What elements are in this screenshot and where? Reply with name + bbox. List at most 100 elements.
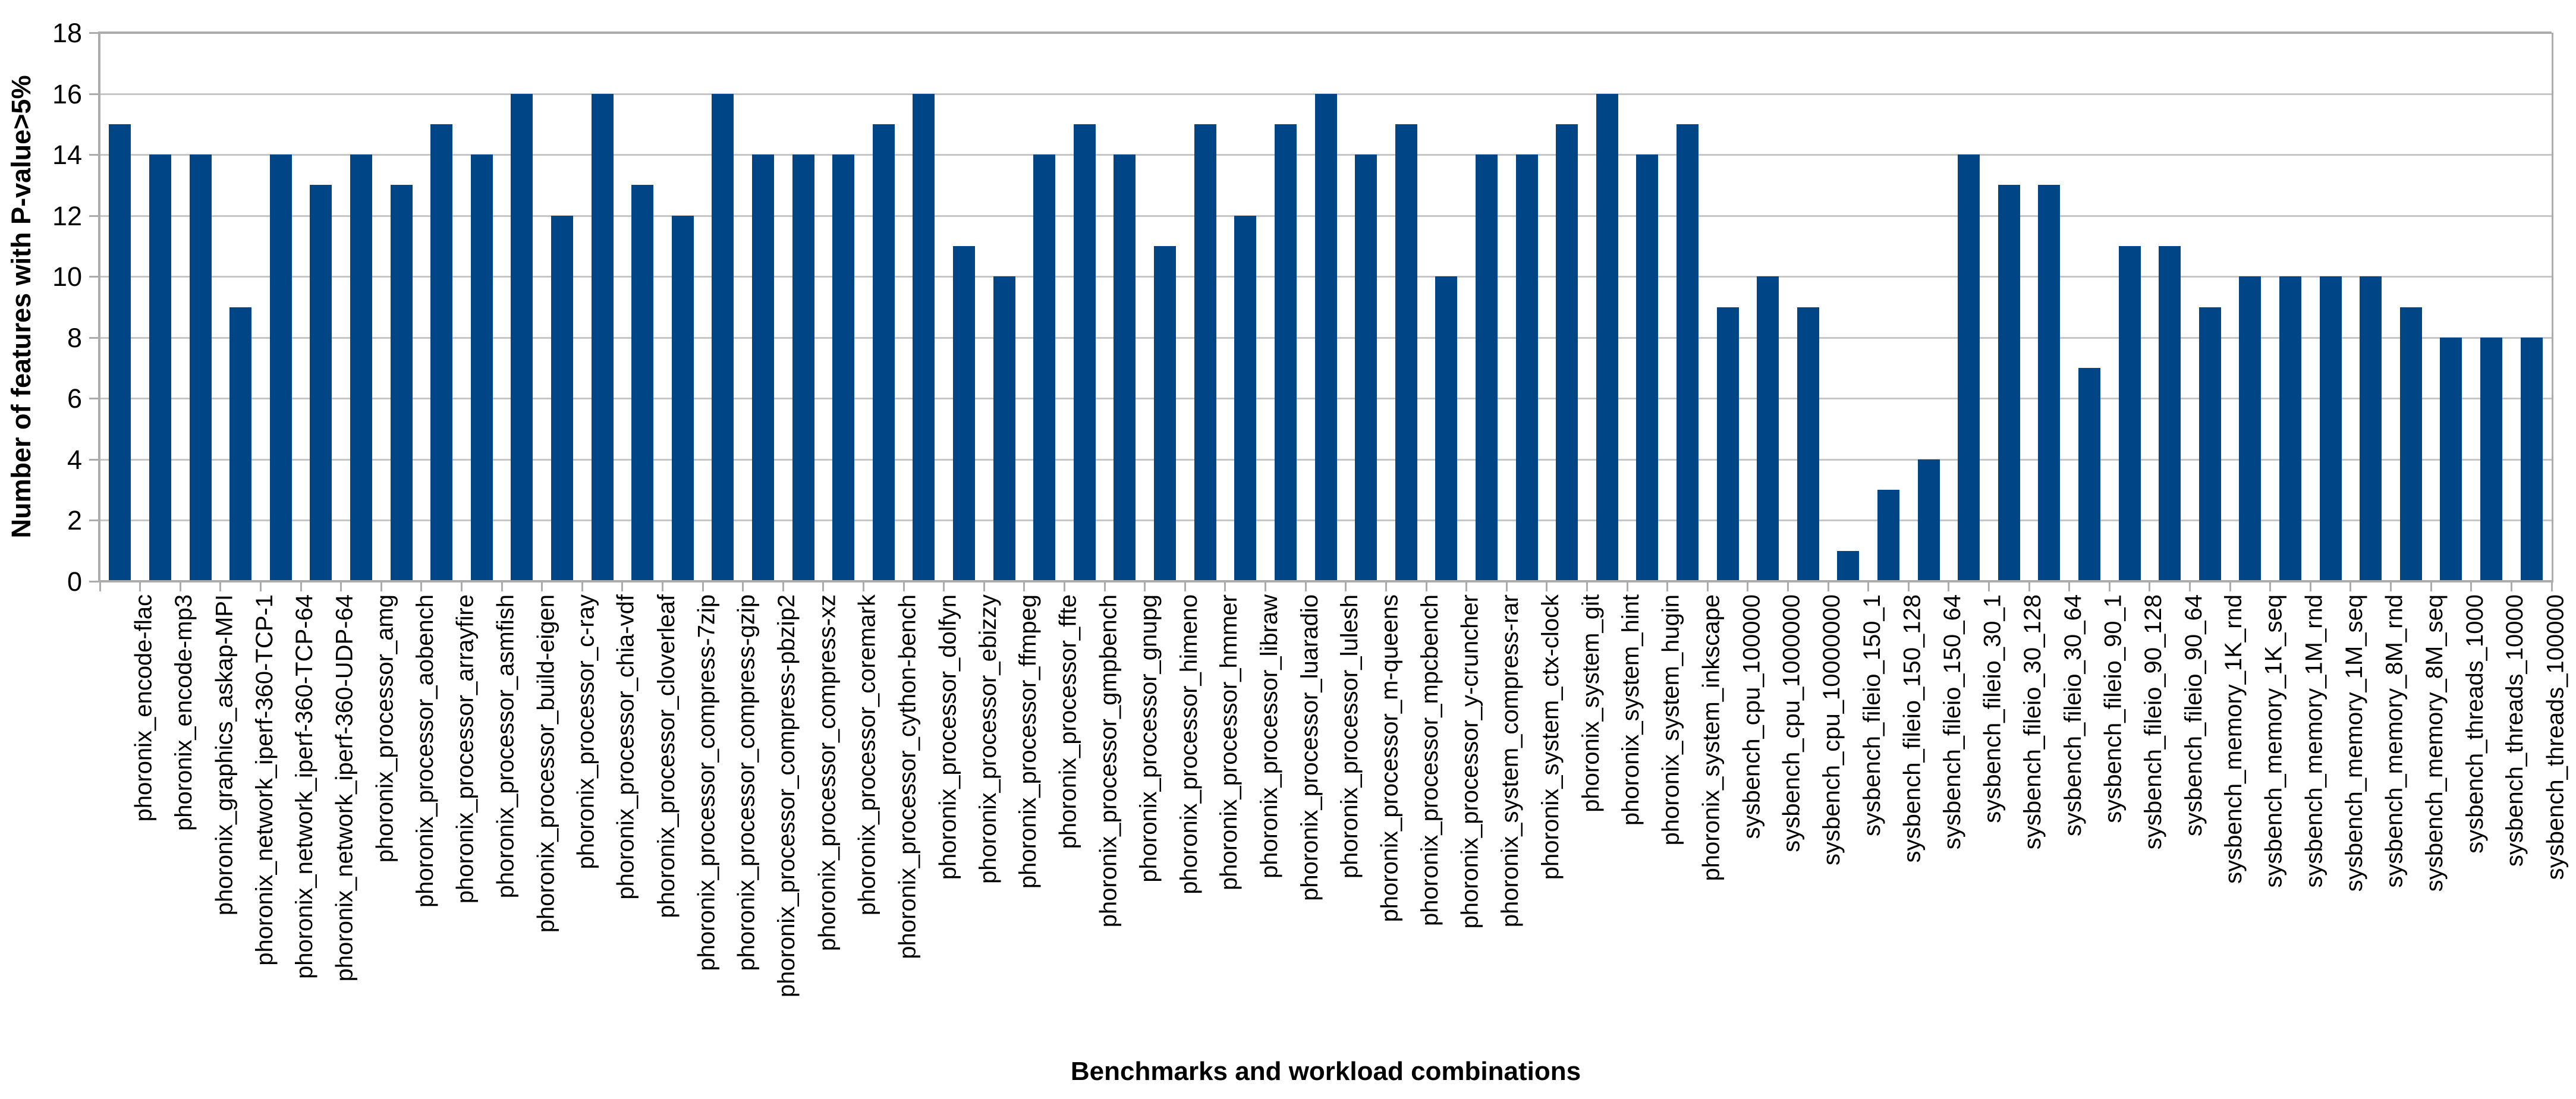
bar (1073, 124, 1096, 581)
bar (511, 93, 533, 581)
x-category-label: phoronix_processor_gnupg (1135, 594, 1162, 883)
x-axis-tick (2349, 581, 2352, 591)
x-axis-tick (1304, 581, 1307, 591)
x-category-label: phoronix_processor_libraw (1256, 594, 1282, 879)
x-category-label: sysbench_cpu_10000000 (1819, 594, 1845, 865)
bar (953, 245, 976, 581)
x-category-label: phoronix_processor_compress-xz (814, 594, 841, 952)
bar (350, 155, 372, 581)
x-category-label: phoronix_processor_luaradio (1296, 594, 1323, 901)
x-axis-tick (1385, 581, 1387, 591)
x-axis-tick (1626, 581, 1628, 591)
bar (832, 155, 855, 581)
x-category-label: phoronix_processor_ffmpeg (1015, 594, 1042, 889)
x-axis-tick (1907, 581, 1910, 591)
bar (1114, 155, 1136, 581)
bar (792, 155, 814, 581)
bar (2198, 307, 2221, 581)
x-category-label: phoronix_processor_gmpbench (1095, 594, 1122, 928)
x-axis-tick (420, 581, 423, 591)
bar (1998, 185, 2020, 581)
x-category-label: phoronix_system_compress-rar (1497, 594, 1524, 928)
y-tick-label: 6 (67, 383, 82, 414)
x-axis-tick (581, 581, 583, 591)
y-tick-label: 10 (52, 262, 82, 292)
x-axis-tick (782, 581, 784, 591)
bar (1274, 124, 1297, 581)
x-category-label: phoronix_network_iperf-360-TCP-1 (251, 594, 278, 966)
y-axis-tick (89, 458, 100, 461)
x-axis-tick (99, 581, 101, 591)
y-axis-tick (89, 93, 100, 95)
x-axis-tick (340, 581, 342, 591)
x-axis-tick (1666, 581, 1669, 591)
bar (2520, 337, 2543, 581)
x-category-label: phoronix_processor_arrayfire (452, 594, 479, 904)
x-category-label: phoronix_system_inkscape (1698, 594, 1725, 881)
bar (1877, 490, 1899, 581)
x-axis-tick (2269, 581, 2272, 591)
x-category-label: sysbench_fileio_90_1 (2100, 594, 2127, 823)
x-category-label: phoronix_processor_c-ray (573, 594, 599, 870)
bar (1033, 155, 1056, 581)
bar (149, 155, 171, 581)
y-axis-tick (89, 32, 100, 34)
x-category-label: sysbench_threads_10000 (2502, 594, 2528, 867)
x-axis-tick (2229, 581, 2231, 591)
x-category-label: sysbench_fileio_90_128 (2140, 594, 2167, 850)
bar (591, 93, 614, 581)
x-axis-tick (1546, 581, 1548, 591)
bar (712, 93, 734, 581)
x-axis-tick (380, 581, 382, 591)
x-category-label: phoronix_system_ctx-clock (1537, 594, 1564, 880)
bar (2038, 185, 2061, 581)
x-axis-tick (1023, 581, 1026, 591)
x-axis-tick (300, 581, 302, 591)
x-axis-tick (902, 581, 905, 591)
x-category-label: phoronix_processor_coremark (854, 594, 880, 916)
x-axis-tick (1265, 581, 1267, 591)
x-axis-tick (983, 581, 985, 591)
bar (752, 155, 774, 581)
y-axis-tick (89, 398, 100, 400)
x-category-label: phoronix_processor_build-eigen (532, 594, 559, 933)
bar (1797, 307, 1819, 581)
x-category-label: phoronix_processor_chia-vdf (613, 594, 640, 900)
x-axis-tick (621, 581, 624, 591)
bar (1234, 215, 1257, 581)
bar (1636, 155, 1659, 581)
bar (1556, 124, 1578, 581)
bar (109, 124, 131, 581)
bar (2319, 276, 2342, 581)
x-category-label: phoronix_processor_mpcbench (1417, 594, 1443, 927)
x-category-label: phoronix_processor_compress-pbzip2 (773, 594, 800, 998)
x-category-label: phoronix_processor_hmmer (1216, 594, 1243, 891)
y-axis-tick (89, 215, 100, 217)
y-axis-line (98, 32, 100, 582)
x-axis-tick (2510, 581, 2512, 591)
y-tick-label: 4 (67, 444, 82, 475)
y-tick-label: 14 (52, 140, 82, 171)
x-axis-tick (943, 581, 945, 591)
x-axis-tick (1867, 581, 1870, 591)
x-axis-tick (1224, 581, 1226, 591)
x-axis-tick (702, 581, 704, 591)
x-axis-title: Benchmarks and workload combinations (1070, 1057, 1581, 1086)
bar (1355, 155, 1377, 581)
bar (1917, 459, 1940, 581)
bar (1757, 276, 1779, 581)
x-axis-tick (1345, 581, 1347, 591)
x-category-label: sysbench_cpu_1000000 (1778, 594, 1805, 852)
x-category-label: phoronix_network_iperf-360-UDP-64 (331, 594, 358, 982)
x-axis-tick (219, 581, 222, 591)
x-axis-tick (2149, 581, 2151, 591)
x-axis-tick (1425, 581, 1427, 591)
x-axis-tick (541, 581, 543, 591)
y-axis-tick (89, 519, 100, 522)
x-category-label: phoronix_graphics_askap-MPI (211, 594, 238, 916)
x-axis-tick (1184, 581, 1186, 591)
x-axis-tick (1948, 581, 1950, 591)
bar (2078, 368, 2101, 581)
y-tick-label: 18 (52, 18, 82, 48)
